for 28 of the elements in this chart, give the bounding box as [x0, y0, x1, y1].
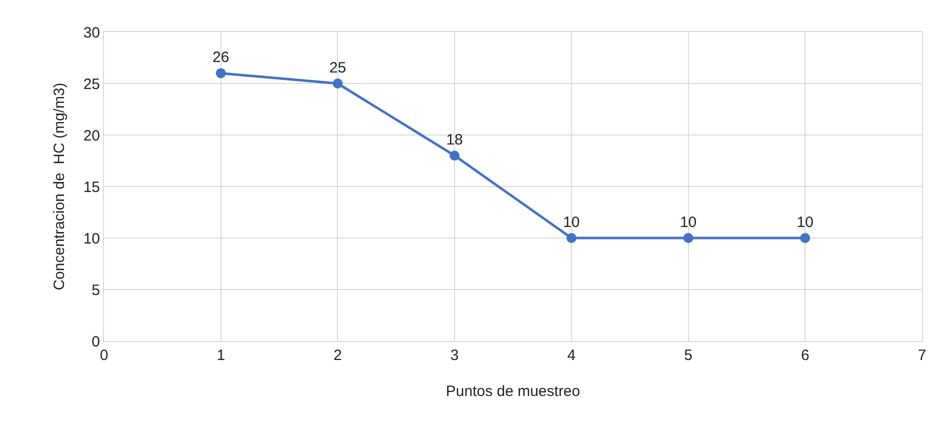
data-label: 25	[329, 60, 346, 76]
y-tick-label: 5	[92, 282, 100, 299]
y-tick-label: 10	[83, 230, 100, 248]
data-label: 10	[680, 214, 697, 231]
point	[566, 233, 576, 243]
x-tick-label: 2	[334, 347, 342, 364]
x-tick-label: 7	[918, 347, 926, 364]
data-label: 10	[796, 214, 814, 231]
x-axis-title: Puntos de muestreo	[446, 383, 580, 400]
point	[450, 150, 460, 161]
y-tick-label: 30	[83, 24, 100, 42]
point	[800, 233, 810, 243]
data-label: 18	[446, 132, 463, 149]
point	[216, 68, 226, 78]
x-tick-label: 6	[800, 347, 810, 364]
data-label: 10	[563, 214, 580, 231]
data-label: 26	[212, 49, 230, 66]
x-tick-label: 1	[216, 347, 226, 364]
point	[332, 78, 343, 88]
y-axis-title: Concentracion de HC (mg/m3)	[51, 82, 68, 290]
y-tick-label: 0	[92, 333, 100, 350]
point	[683, 233, 694, 243]
y-tick-label: 20	[83, 127, 100, 144]
x-tick-label: 5	[684, 347, 692, 364]
y-tick-label: 25	[83, 76, 100, 93]
x-tick-label: 3	[450, 347, 459, 364]
y-tick-label: 15	[83, 178, 100, 196]
x-tick-label: 4	[567, 347, 576, 364]
